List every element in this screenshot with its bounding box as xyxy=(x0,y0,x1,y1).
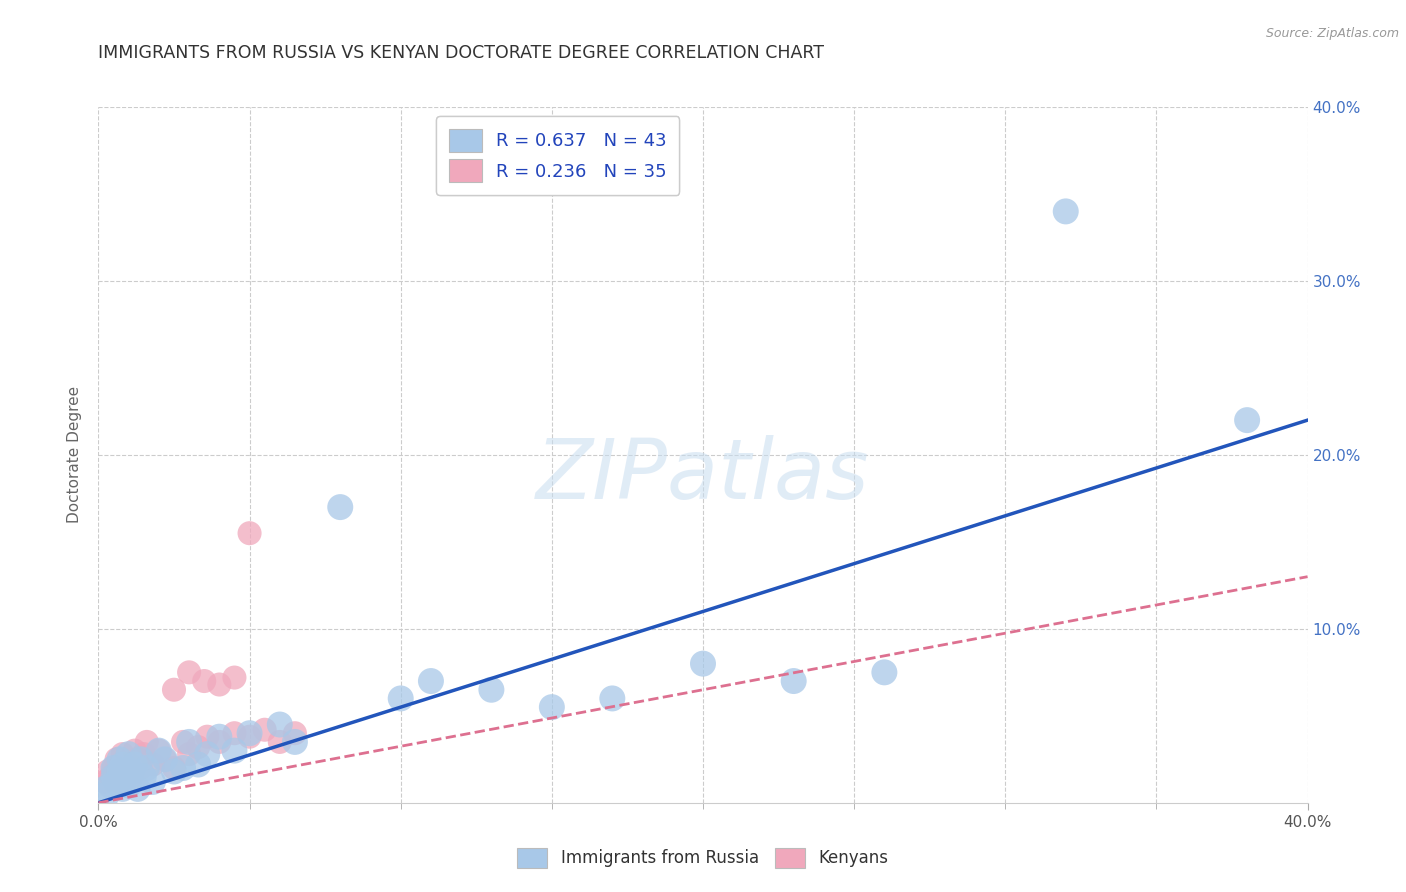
Point xyxy=(172,735,194,749)
Point xyxy=(163,682,186,697)
Point xyxy=(135,735,157,749)
Point xyxy=(108,752,131,766)
Point xyxy=(111,757,134,772)
Point xyxy=(540,700,562,714)
Point xyxy=(124,757,146,772)
Point xyxy=(96,787,118,801)
Point xyxy=(389,691,412,706)
Point xyxy=(163,761,186,775)
Point xyxy=(873,665,896,680)
Point xyxy=(239,726,262,740)
Point xyxy=(269,735,291,749)
Point xyxy=(1236,413,1258,427)
Point xyxy=(481,682,503,697)
Point xyxy=(239,730,262,744)
Point xyxy=(224,726,246,740)
Point xyxy=(114,770,136,784)
Point xyxy=(129,752,152,766)
Text: Source: ZipAtlas.com: Source: ZipAtlas.com xyxy=(1265,27,1399,40)
Point xyxy=(135,761,157,775)
Point xyxy=(111,781,134,796)
Point xyxy=(195,747,218,761)
Point xyxy=(118,747,141,761)
Point xyxy=(208,735,231,749)
Point xyxy=(111,747,134,761)
Point xyxy=(1054,204,1077,219)
Y-axis label: Doctorate Degree: Doctorate Degree xyxy=(67,386,83,524)
Text: IMMIGRANTS FROM RUSSIA VS KENYAN DOCTORATE DEGREE CORRELATION CHART: IMMIGRANTS FROM RUSSIA VS KENYAN DOCTORA… xyxy=(98,45,824,62)
Point xyxy=(208,730,231,744)
Point xyxy=(153,752,176,766)
Point xyxy=(153,752,176,766)
Point xyxy=(284,735,307,749)
Point xyxy=(172,761,194,775)
Point xyxy=(121,764,143,779)
Point xyxy=(132,747,155,761)
Point xyxy=(179,747,201,761)
Point xyxy=(103,761,125,775)
Point xyxy=(108,764,131,779)
Point xyxy=(269,717,291,731)
Point xyxy=(329,500,352,514)
Point xyxy=(193,674,215,689)
Point xyxy=(93,775,115,789)
Point xyxy=(195,730,218,744)
Point xyxy=(100,778,122,792)
Legend: R = 0.637   N = 43, R = 0.236   N = 35: R = 0.637 N = 43, R = 0.236 N = 35 xyxy=(436,116,679,195)
Point xyxy=(108,775,131,789)
Point xyxy=(103,761,125,775)
Point xyxy=(253,723,276,737)
Legend: Immigrants from Russia, Kenyans: Immigrants from Russia, Kenyans xyxy=(510,841,896,875)
Point xyxy=(284,726,307,740)
Point xyxy=(127,752,149,766)
Point xyxy=(163,764,186,779)
Point xyxy=(783,674,806,689)
Point xyxy=(239,526,262,541)
Point xyxy=(142,757,165,772)
Point xyxy=(148,744,170,758)
Point xyxy=(127,781,149,796)
Point xyxy=(692,657,714,671)
Point xyxy=(179,665,201,680)
Point xyxy=(208,677,231,691)
Point xyxy=(100,770,122,784)
Point xyxy=(224,744,246,758)
Point xyxy=(132,770,155,784)
Point xyxy=(93,781,115,796)
Point xyxy=(129,761,152,775)
Point xyxy=(179,735,201,749)
Point xyxy=(118,757,141,772)
Point xyxy=(187,740,209,755)
Point xyxy=(118,778,141,792)
Point xyxy=(124,744,146,758)
Point xyxy=(602,691,624,706)
Text: ZIPatlas: ZIPatlas xyxy=(536,435,870,516)
Point xyxy=(114,764,136,779)
Point xyxy=(105,752,128,766)
Point xyxy=(105,775,128,789)
Point xyxy=(420,674,443,689)
Point xyxy=(96,764,118,779)
Point xyxy=(142,775,165,789)
Point xyxy=(187,757,209,772)
Point xyxy=(103,770,125,784)
Point xyxy=(224,671,246,685)
Point xyxy=(121,770,143,784)
Point xyxy=(148,744,170,758)
